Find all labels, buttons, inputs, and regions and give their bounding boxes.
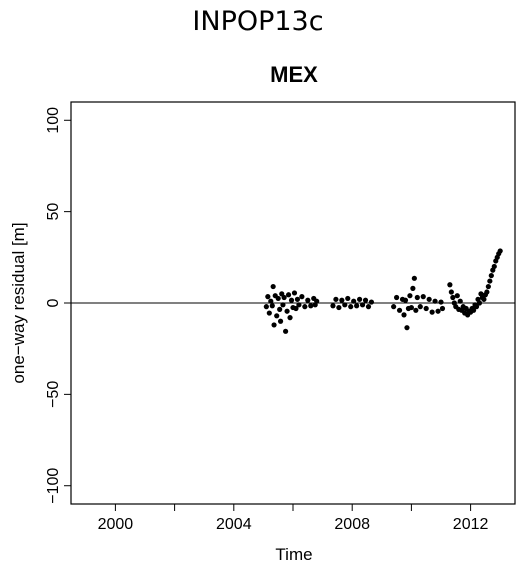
data-point [296,302,302,308]
data-point [435,308,441,314]
data-point [357,296,363,302]
data-point [408,304,414,311]
data-point [450,294,456,301]
chart-title: MEX [270,62,318,87]
y-tick-label: −100 [45,468,62,504]
x-tick-label: 2004 [216,516,252,533]
data-point [394,294,400,301]
data-point [396,307,403,313]
data-point [339,297,345,303]
x-tick-label: 2000 [98,516,134,533]
data-point [476,300,483,306]
data-point [368,299,375,305]
y-axis: −100 −50 0 50 100 [45,107,71,504]
data-point [269,303,275,309]
data-point [305,297,311,303]
data-point [345,295,351,302]
data-point [330,303,336,309]
data-point [291,290,298,296]
x-axis-label: Time [275,545,312,564]
data-point [454,293,460,299]
data-point [280,302,286,308]
data-point [277,318,284,324]
data-point [432,298,438,304]
x-axis: 2000 2004 2008 2012 [98,504,489,533]
data-point [481,296,487,302]
data-points [263,248,503,334]
data-point [407,293,413,299]
data-point [404,325,410,331]
y-tick-label: 50 [45,203,62,221]
data-point [281,294,287,301]
data-point [302,304,308,310]
data-point [438,299,444,305]
data-point [342,302,348,308]
data-point [411,275,417,281]
y-tick-label: −50 [45,381,62,408]
data-point [485,283,491,290]
y-tick-label: 0 [45,298,62,307]
data-point [362,297,369,303]
data-point [275,295,281,302]
data-point [417,304,423,310]
data-point [277,306,283,312]
data-point [284,308,290,314]
data-point [270,283,276,290]
data-point [266,310,272,316]
data-point [287,315,293,321]
data-point [271,322,277,328]
data-point [288,297,295,303]
data-point [333,296,339,302]
data-point [285,292,292,298]
data-point [497,248,503,254]
data-point [348,304,354,310]
data-point [473,304,480,310]
data-point [426,296,432,302]
data-point [414,294,420,301]
data-point [413,307,419,313]
x-tick-label: 2008 [334,516,370,533]
data-point [293,305,299,312]
data-point [336,304,342,311]
data-point [294,296,301,302]
data-point [487,278,493,284]
data-point [484,289,490,295]
data-point [402,297,409,303]
data-point [491,263,497,270]
data-point [268,298,274,304]
data-point [354,303,360,309]
data-point [410,285,416,291]
data-point [263,304,269,310]
data-point [401,312,407,318]
data-point [448,289,454,295]
data-point [359,302,366,308]
data-point [274,313,280,319]
page-title: INPOP13c [192,6,324,37]
y-axis-label: one−way residual [m] [9,222,28,383]
data-point [391,304,397,310]
data-point [420,294,426,300]
data-point [457,298,463,304]
y-tick-label: 100 [45,107,62,134]
data-point [429,309,435,315]
data-point [439,305,446,312]
x-tick-label: 2012 [453,516,489,533]
data-point [265,294,271,300]
data-point [351,298,357,304]
data-point [488,272,494,279]
data-point [470,307,477,313]
data-point [299,294,305,300]
data-point [423,305,429,312]
data-point [283,328,289,334]
data-point [314,298,320,304]
data-point [447,282,453,288]
data-point [308,303,314,309]
data-point [365,304,372,310]
